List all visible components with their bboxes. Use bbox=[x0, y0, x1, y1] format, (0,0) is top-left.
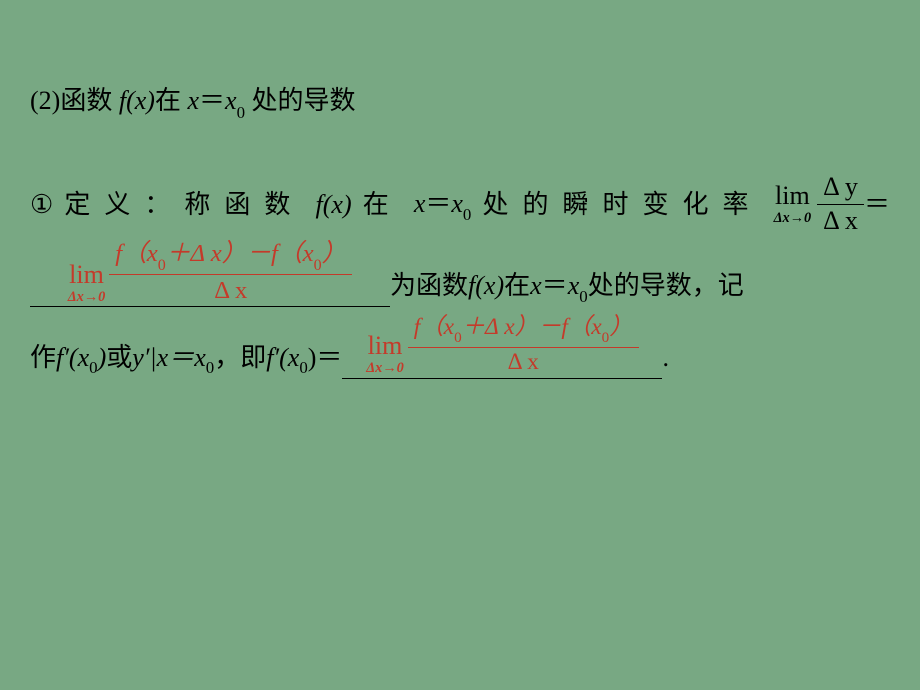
equals: ＝ bbox=[864, 184, 890, 226]
x0-sub: 0 bbox=[237, 103, 245, 122]
text: 或 bbox=[106, 337, 132, 379]
definition-block: ① 定义：称函数 f(x) 在 x＝x0 处的瞬时变化率 lim Δx→0 Δ … bbox=[30, 173, 890, 378]
definition-line-2: lim Δx→0 f（x0＋Δ x）－f（x0） Δ x 为函数 f(x) 在 … bbox=[30, 265, 890, 307]
x0-sub: 0 bbox=[579, 283, 587, 310]
var-x: x bbox=[414, 189, 426, 218]
text: 作 bbox=[30, 337, 56, 379]
frac-num: f（x0＋Δ x）－f（x0） bbox=[109, 240, 352, 275]
var-x: x bbox=[187, 86, 199, 115]
text: 在 bbox=[363, 184, 403, 226]
text-spread: 定义：称函数 bbox=[64, 184, 304, 226]
x0: x bbox=[568, 265, 580, 307]
fill-blank-1: lim Δx→0 f（x0＋Δ x）－f（x0） Δ x bbox=[30, 276, 390, 307]
restriction: |x＝x bbox=[150, 337, 206, 379]
heading-line: (2)函数 f(x)在 x＝x0 处的导数 bbox=[30, 80, 890, 123]
fraction-difference-quotient: f（x0＋Δ x）－f（x0） Δ x bbox=[408, 315, 639, 375]
text-spread: 处的瞬时变化率 bbox=[482, 184, 762, 226]
text: 函数 bbox=[60, 86, 112, 115]
frac-den: Δ x bbox=[817, 205, 864, 236]
text: 处的导数 bbox=[252, 86, 356, 115]
definition-line-1: ① 定义：称函数 f(x) 在 x＝x0 处的瞬时变化率 lim Δx→0 Δ … bbox=[30, 173, 890, 235]
fill-blank-2: lim Δx→0 f（x0＋Δ x）－f（x0） Δ x bbox=[342, 347, 662, 378]
x0: x bbox=[451, 189, 463, 218]
y-prime: y′ bbox=[132, 337, 149, 379]
text: 在 bbox=[504, 265, 530, 307]
fraction-dy-dx: Δ y Δ x bbox=[817, 173, 864, 235]
equals: ＝ bbox=[199, 86, 225, 115]
frac-num: f（x0＋Δ x）－f（x0） bbox=[408, 315, 639, 347]
f-prime: f′(x bbox=[56, 337, 89, 379]
prefix-number: (2) bbox=[30, 86, 60, 115]
lim-text: lim bbox=[69, 262, 104, 288]
limit-expression: lim Δx→0 Δ y Δ x ＝ bbox=[774, 173, 890, 235]
fx: f(x) bbox=[119, 86, 155, 115]
limit-symbol: lim Δx→0 bbox=[366, 333, 404, 375]
fx: f(x) bbox=[468, 265, 504, 307]
limit-symbol: lim Δx→0 bbox=[774, 183, 812, 225]
text: 在 bbox=[155, 86, 181, 115]
fill-answer-2: lim Δx→0 f（x0＋Δ x）－f（x0） Δ x bbox=[342, 315, 662, 375]
text: 为函数 bbox=[390, 265, 468, 307]
circled-number: ① bbox=[30, 184, 53, 226]
definition-line-3: 作 f′(x0) 或 y′ |x＝x0 ，即 f′(x0)＝ lim Δx→0 … bbox=[30, 337, 890, 379]
x0: x bbox=[225, 86, 237, 115]
text: 处的导数，记 bbox=[588, 265, 744, 307]
var-x: x bbox=[530, 265, 542, 307]
fill-answer-1: lim Δx→0 f（x0＋Δ x）－f（x0） Δ x bbox=[30, 240, 390, 304]
frac-den: Δ x bbox=[502, 348, 545, 376]
lim-sub: Δx→0 bbox=[366, 359, 404, 375]
lim-sub: Δx→0 bbox=[68, 288, 106, 304]
x0-sub: 0 bbox=[463, 205, 471, 224]
f-prime-2: f′(x bbox=[266, 337, 299, 379]
frac-num: Δ y bbox=[817, 173, 864, 205]
equals: ＝ bbox=[542, 265, 568, 307]
lim-text: lim bbox=[775, 183, 810, 209]
lim-sub: Δx→0 bbox=[774, 209, 812, 225]
fraction-difference-quotient: f（x0＋Δ x）－f（x0） Δ x bbox=[109, 240, 352, 304]
text: ，即 bbox=[214, 337, 266, 379]
frac-den: Δ x bbox=[208, 275, 253, 304]
equals: ＝ bbox=[425, 189, 451, 218]
lim-text: lim bbox=[368, 333, 403, 359]
period: . bbox=[662, 337, 669, 379]
fx: f(x) bbox=[316, 184, 352, 226]
limit-symbol: lim Δx→0 bbox=[68, 262, 106, 304]
